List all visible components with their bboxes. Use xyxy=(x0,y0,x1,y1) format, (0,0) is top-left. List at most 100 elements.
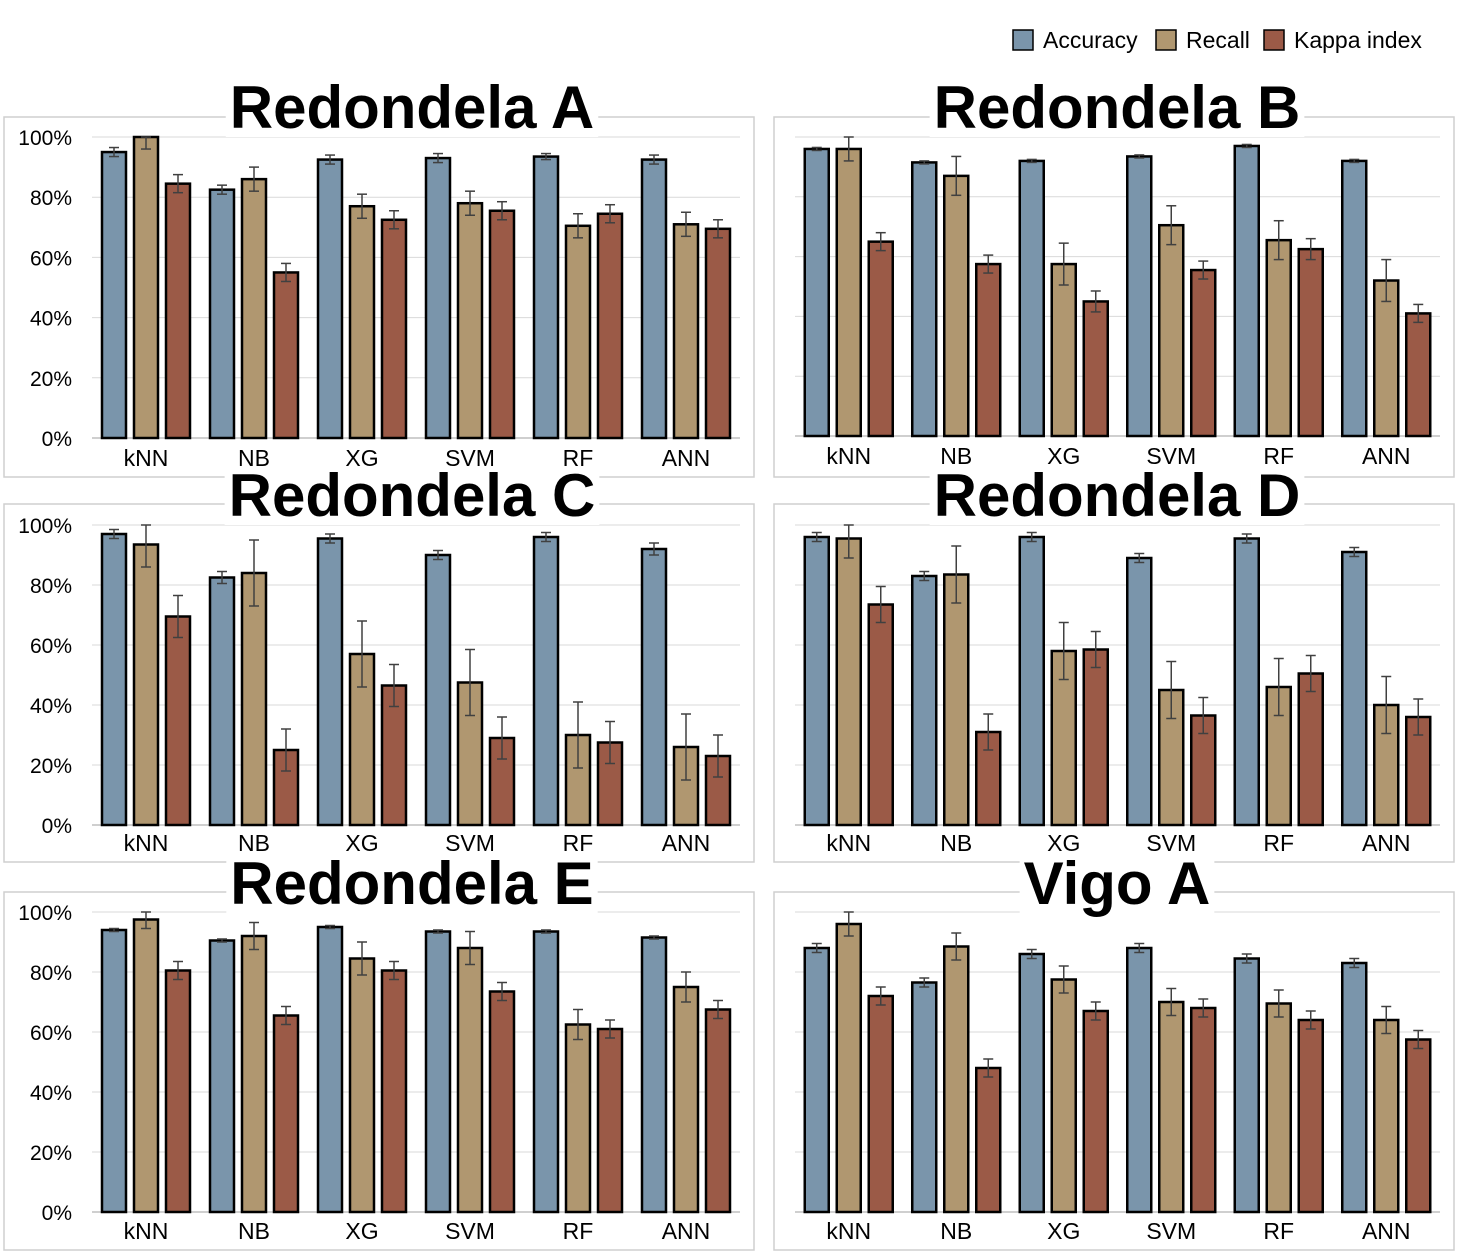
error-bar xyxy=(1381,675,1392,735)
error-bar xyxy=(357,193,367,220)
error-bar xyxy=(843,911,854,937)
bar-recall-nb xyxy=(240,934,268,1214)
bar-kappa-index-xg xyxy=(380,684,408,827)
error-bar xyxy=(681,971,691,1003)
bar-recall-rf xyxy=(1265,1002,1292,1214)
bar-accuracy-knn xyxy=(100,928,128,1214)
error-bar xyxy=(1305,237,1316,261)
error-bar xyxy=(217,570,227,585)
error-bar xyxy=(1381,1005,1392,1035)
bar-kappa-index-rf xyxy=(1297,1018,1324,1214)
bar-kappa-index-xg xyxy=(380,969,408,1214)
bar-kappa-index-svm xyxy=(1190,268,1217,438)
error-bar xyxy=(541,152,551,161)
error-bar xyxy=(713,999,723,1020)
x-tick-label-ann: ANN xyxy=(662,445,711,471)
panel-title-group: Vigo A xyxy=(1019,850,1215,917)
bar-accuracy-svm xyxy=(424,930,452,1214)
error-bar xyxy=(573,701,583,769)
bar-kappa-index-knn xyxy=(164,969,192,1214)
error-bar xyxy=(1241,143,1252,149)
x-tick-label-xg: XG xyxy=(1047,443,1080,469)
y-tick-label: 40% xyxy=(30,1082,72,1105)
error-bar xyxy=(1058,965,1069,994)
error-bar xyxy=(1381,258,1392,303)
error-bar xyxy=(605,203,615,224)
bar-accuracy-rf xyxy=(1233,144,1260,438)
x-tick-label-nb: NB xyxy=(238,830,270,856)
bar-recall-nb xyxy=(943,174,970,438)
error-bar xyxy=(541,929,551,934)
bar-accuracy-rf xyxy=(532,155,560,440)
error-bar xyxy=(983,1058,994,1078)
bar-kappa-index-rf xyxy=(1297,247,1324,438)
x-tick-label-knn: kNN xyxy=(826,443,871,469)
panel-title-group: Redondela D xyxy=(929,462,1305,529)
error-bar xyxy=(1305,1010,1316,1030)
error-bar xyxy=(497,716,507,760)
x-tick-label-knn: kNN xyxy=(124,1218,169,1244)
bar-recall-ann xyxy=(1373,279,1400,438)
error-bar xyxy=(433,152,443,164)
bar-recall-xg xyxy=(348,204,376,440)
bar-kappa-index-knn xyxy=(867,240,894,438)
bar-kappa-index-nb xyxy=(272,1014,300,1214)
x-tick-label-svm: SVM xyxy=(445,1218,495,1244)
panel-title: Redondela C xyxy=(229,462,596,529)
bar-recall-nb xyxy=(943,573,970,827)
legend: Accuracy Recall Kappa index xyxy=(1012,27,1422,53)
bar-accuracy-knn xyxy=(803,946,830,1214)
x-tick-label-svm: SVM xyxy=(1146,830,1196,856)
error-bar xyxy=(1058,242,1069,286)
error-bar xyxy=(1273,989,1284,1018)
bar-accuracy-rf xyxy=(532,535,560,827)
panel-title: Redondela D xyxy=(934,462,1301,529)
x-tick-label-svm: SVM xyxy=(1146,1218,1196,1244)
error-bar xyxy=(1090,1001,1101,1021)
error-bar xyxy=(173,960,183,981)
y-tick-label: 0% xyxy=(42,1202,72,1225)
error-bar xyxy=(875,986,886,1006)
bar-recall-knn xyxy=(835,922,862,1214)
bar-kappa-index-xg xyxy=(380,218,408,440)
x-tick-label-ann: ANN xyxy=(1362,1218,1411,1244)
panel-title: Redondela B xyxy=(934,74,1301,141)
bar-recall-svm xyxy=(1158,223,1185,438)
legend-item-kappa-index: Kappa index xyxy=(1263,27,1422,53)
error-bar xyxy=(713,219,723,239)
error-bar xyxy=(1413,303,1424,324)
y-tick-label: 0% xyxy=(42,428,72,451)
legend-label: Accuracy xyxy=(1043,27,1138,53)
legend-swatch xyxy=(1155,29,1177,51)
error-bar xyxy=(249,539,259,607)
error-bar xyxy=(141,524,151,568)
panel-frame xyxy=(3,116,755,478)
error-bar xyxy=(173,173,183,194)
error-bar xyxy=(875,585,886,624)
bar-accuracy-nb xyxy=(911,161,938,438)
bar-kappa-index-xg xyxy=(1082,648,1109,827)
x-tick-label-nb: NB xyxy=(940,830,972,856)
error-bar xyxy=(681,713,691,781)
bar-kappa-index-knn xyxy=(164,615,192,827)
y-tick-label: 60% xyxy=(30,635,72,658)
x-tick-label-svm: SVM xyxy=(445,445,495,471)
bar-recall-knn xyxy=(835,147,862,438)
error-bar xyxy=(951,545,962,604)
y-tick-label: 20% xyxy=(30,755,72,778)
x-tick-label-xg: XG xyxy=(345,1218,378,1244)
x-tick-label-knn: kNN xyxy=(124,830,169,856)
bar-accuracy-xg xyxy=(1018,159,1045,438)
x-tick-label-rf: RF xyxy=(563,445,594,471)
bar-recall-nb xyxy=(240,571,268,827)
error-bar xyxy=(983,254,994,274)
error-bar xyxy=(1134,942,1145,954)
y-tick-label: 100% xyxy=(18,127,72,150)
bar-recall-knn xyxy=(132,543,160,827)
bar-accuracy-knn xyxy=(803,147,830,438)
y-tick-label: 20% xyxy=(30,1142,72,1165)
bar-accuracy-nb xyxy=(208,188,236,440)
error-bar xyxy=(465,930,475,966)
bar-accuracy-xg xyxy=(316,158,344,440)
x-tick-label-svm: SVM xyxy=(445,830,495,856)
